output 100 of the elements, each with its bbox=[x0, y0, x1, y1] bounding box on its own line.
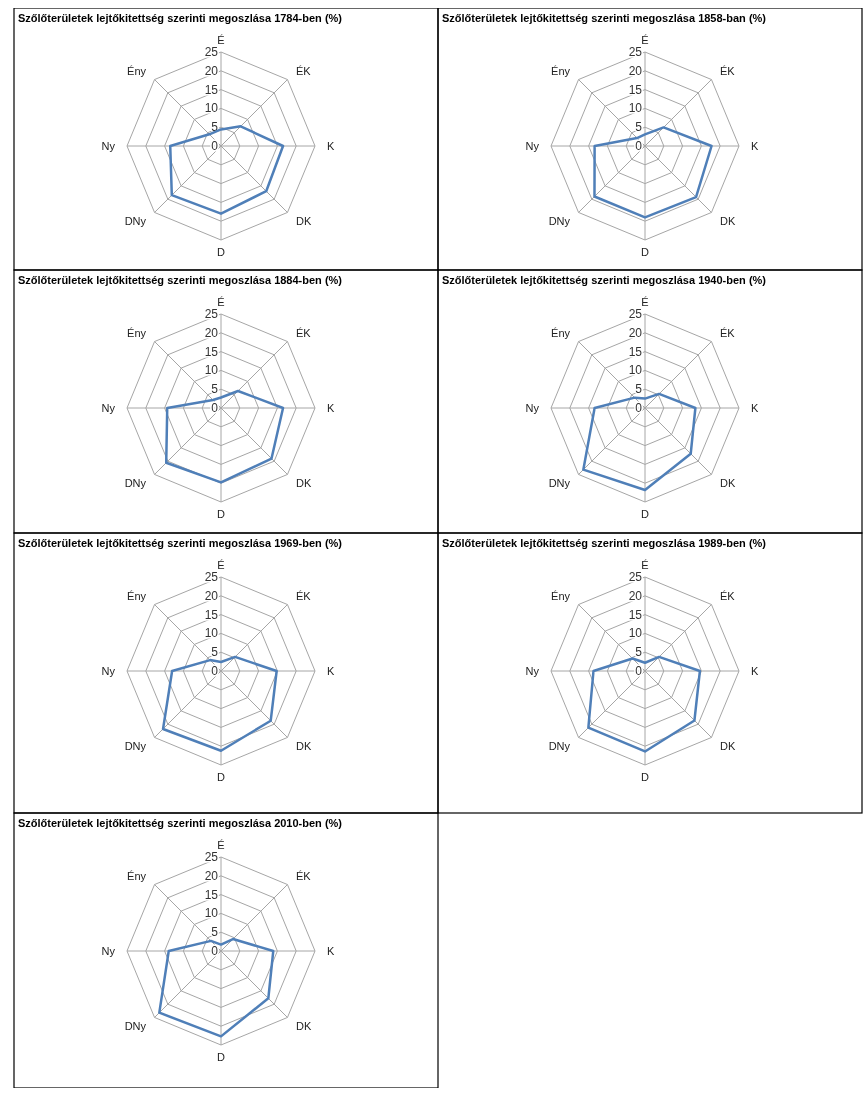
y-tick-label: 25 bbox=[628, 570, 643, 584]
y-tick-label: 5 bbox=[211, 925, 219, 940]
spoke-label: D bbox=[641, 771, 650, 783]
spoke-label: Ény bbox=[127, 590, 147, 603]
y-tick-label: 15 bbox=[628, 607, 643, 622]
spoke-label: D bbox=[641, 508, 650, 520]
spoke-label: Ény bbox=[551, 590, 571, 603]
y-tick-label: 10 bbox=[204, 626, 219, 641]
spoke-label: É bbox=[641, 559, 649, 571]
spoke-label: ÉK bbox=[295, 590, 312, 603]
y-tick-label: 25 bbox=[204, 570, 219, 584]
y-tick-label: 10 bbox=[628, 363, 643, 378]
spoke-label: DNy bbox=[548, 476, 571, 489]
spoke-label: É bbox=[641, 34, 649, 46]
y-tick-label: 10 bbox=[204, 101, 219, 116]
y-tick-label: 5 bbox=[635, 645, 643, 660]
spoke-label: ÉK bbox=[719, 65, 736, 78]
y-tick-label: 0 bbox=[211, 401, 219, 415]
spoke-label: K bbox=[327, 402, 335, 414]
y-tick-label: 0 bbox=[211, 139, 219, 153]
y-tick-label: 25 bbox=[204, 45, 219, 59]
spoke-label: É bbox=[217, 34, 225, 46]
y-tick-label: 5 bbox=[635, 120, 643, 135]
y-tick-label: 0 bbox=[635, 664, 643, 678]
spoke-label: ÉK bbox=[295, 870, 312, 883]
spoke-label: D bbox=[217, 771, 226, 783]
y-tick-label: 10 bbox=[204, 906, 219, 921]
spoke-label: ÉK bbox=[719, 327, 736, 340]
spoke-label: DNy bbox=[548, 214, 571, 227]
spoke-label: Ény bbox=[127, 870, 147, 883]
y-tick-label: 25 bbox=[628, 307, 643, 321]
spoke-label: ÉK bbox=[719, 590, 736, 603]
spoke-label: Ny bbox=[525, 402, 540, 414]
spoke-label: K bbox=[751, 665, 759, 677]
y-tick-label: 15 bbox=[204, 887, 219, 902]
spoke-label: K bbox=[751, 402, 759, 414]
spoke-label: DNy bbox=[548, 739, 571, 752]
spoke-label: Ny bbox=[101, 665, 116, 677]
spoke-label: DK bbox=[295, 214, 312, 227]
y-tick-label: 20 bbox=[204, 868, 219, 883]
chart-title: Szőlőterületek lejtőkitettség szerinti megoszlása 2010-ben (%) bbox=[18, 817, 343, 829]
spoke-label: Ény bbox=[127, 327, 147, 340]
y-tick-label: 25 bbox=[204, 307, 219, 321]
y-tick-label: 20 bbox=[204, 63, 219, 78]
y-tick-label: 0 bbox=[635, 139, 643, 153]
spoke-label: É bbox=[641, 296, 649, 308]
spoke-label: D bbox=[217, 1051, 226, 1063]
y-tick-label: 5 bbox=[635, 382, 643, 397]
y-tick-label: 5 bbox=[211, 645, 219, 660]
spoke-label: É bbox=[217, 839, 225, 851]
spoke-label: D bbox=[217, 508, 226, 520]
spoke-label: ÉK bbox=[295, 327, 312, 340]
spoke-label: K bbox=[751, 140, 759, 152]
spoke-label: DNy bbox=[124, 739, 147, 752]
chart-title: Szőlőterületek lejtőkitettség szerinti megoszlása 1969-ben (%) bbox=[18, 537, 343, 549]
y-tick-label: 15 bbox=[204, 607, 219, 622]
spoke-label: É bbox=[217, 296, 225, 308]
chart-title: Szőlőterületek lejtőkitettség szerinti megoszlása 1784-ben (%) bbox=[18, 12, 343, 24]
y-tick-label: 15 bbox=[204, 344, 219, 359]
spoke-label: DK bbox=[719, 739, 736, 752]
y-tick-label: 20 bbox=[628, 325, 643, 340]
spoke-label: Ny bbox=[525, 140, 540, 152]
spoke-label: Ény bbox=[127, 65, 147, 78]
spoke-label: D bbox=[641, 246, 650, 258]
spoke-label: ÉK bbox=[295, 65, 312, 78]
spoke-label: DK bbox=[295, 1019, 312, 1032]
y-tick-label: 10 bbox=[204, 363, 219, 378]
spoke-label: Ny bbox=[101, 402, 116, 414]
y-tick-label: 20 bbox=[628, 588, 643, 603]
spoke-label: DK bbox=[719, 214, 736, 227]
spoke-label: Ny bbox=[101, 140, 116, 152]
spoke-label: Ny bbox=[101, 945, 116, 957]
chart-title: Szőlőterületek lejtőkitettség szerinti megoszlása 1940-ben (%) bbox=[442, 274, 767, 286]
spoke-label: DNy bbox=[124, 476, 147, 489]
y-tick-label: 15 bbox=[204, 82, 219, 97]
spoke-label: Ény bbox=[551, 65, 571, 78]
y-tick-label: 5 bbox=[211, 120, 219, 135]
y-tick-label: 10 bbox=[628, 626, 643, 641]
spoke-label: DK bbox=[295, 476, 312, 489]
y-tick-label: 0 bbox=[211, 664, 219, 678]
y-tick-label: 25 bbox=[628, 45, 643, 59]
y-tick-label: 15 bbox=[628, 344, 643, 359]
spoke-label: K bbox=[327, 140, 335, 152]
spoke-label: Ny bbox=[525, 665, 540, 677]
spoke-label: K bbox=[327, 945, 335, 957]
y-tick-label: 25 bbox=[204, 850, 219, 864]
spoke-label: K bbox=[327, 665, 335, 677]
y-tick-label: 0 bbox=[635, 401, 643, 415]
spoke-label: DK bbox=[719, 476, 736, 489]
chart-title: Szőlőterületek lejtőkitettség szerinti megoszlása 1989-ben (%) bbox=[442, 537, 767, 549]
spoke-label: DNy bbox=[124, 1019, 147, 1032]
spoke-label: Ény bbox=[551, 327, 571, 340]
y-tick-label: 20 bbox=[628, 63, 643, 78]
y-tick-label: 20 bbox=[204, 588, 219, 603]
spoke-label: D bbox=[217, 246, 226, 258]
spoke-label: DNy bbox=[124, 214, 147, 227]
chart-title: Szőlőterületek lejtőkitettség szerinti megoszlása 1858-ban (%) bbox=[442, 12, 767, 24]
y-tick-label: 10 bbox=[628, 101, 643, 116]
y-tick-label: 5 bbox=[211, 382, 219, 397]
spoke-label: É bbox=[217, 559, 225, 571]
